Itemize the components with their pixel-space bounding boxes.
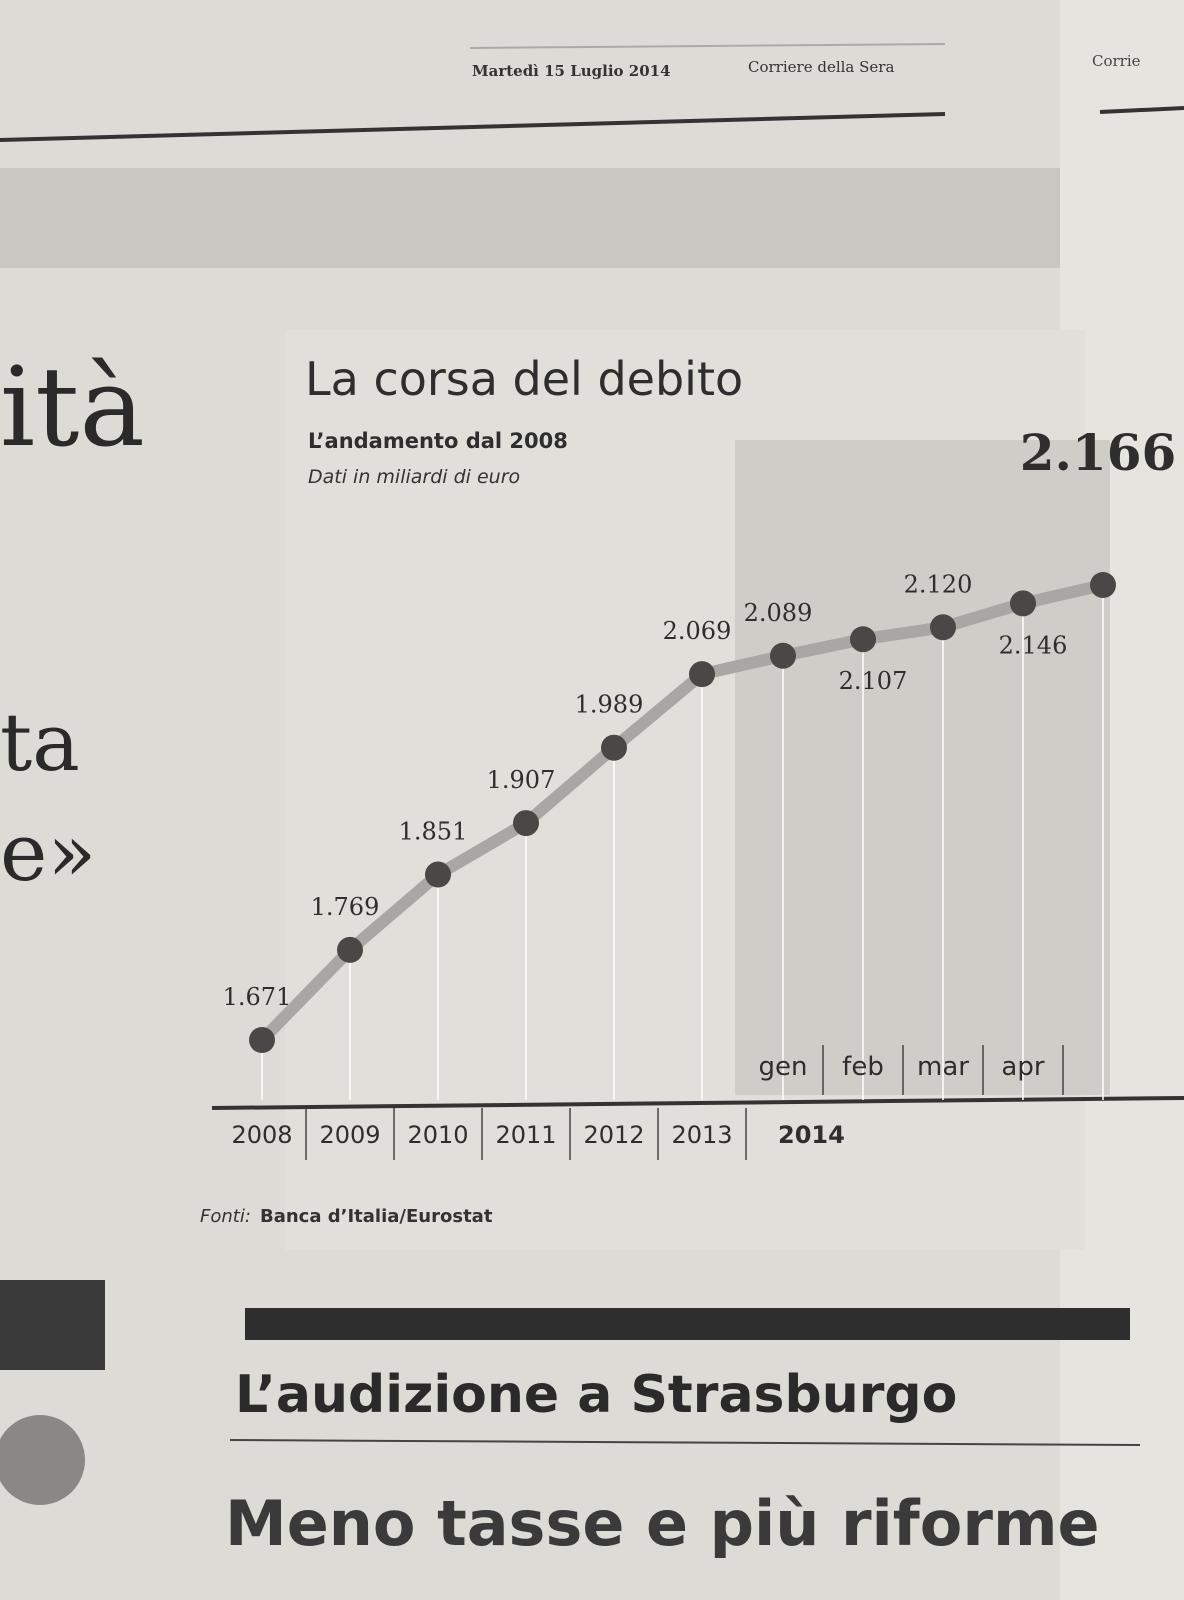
rule [469, 43, 946, 49]
value-label: 1.769 [311, 893, 380, 921]
value-label: 1.989 [575, 691, 644, 719]
data-point [689, 661, 715, 688]
rule [229, 1439, 1141, 1446]
x-tick-label: 2013 [671, 1121, 732, 1149]
source-prefix: Fonti: [200, 1206, 251, 1227]
data-point [930, 614, 956, 641]
data-point [850, 626, 876, 653]
data-point [1090, 572, 1116, 598]
band [0, 168, 1060, 268]
value-label: 2.120 [904, 570, 973, 598]
side-text: e» [0, 806, 96, 899]
header-next: Corrie [1092, 52, 1141, 70]
x-tick-label: gen [759, 1052, 808, 1082]
year-2014-panel [735, 440, 1110, 1095]
data-point [249, 1027, 275, 1053]
rule [1099, 106, 1184, 114]
chart-note: Dati in miliardi di euro [308, 466, 520, 488]
value-label: 1.851 [399, 818, 468, 846]
chart-subtitle: L’andamento dal 2008 [308, 429, 568, 453]
photo [0, 1415, 85, 1505]
baseline [211, 1096, 1184, 1110]
data-point [425, 861, 451, 888]
total-label: 2.166 [1020, 423, 1177, 482]
value-label: 2.089 [744, 599, 813, 627]
value-label: 2.107 [839, 667, 908, 695]
value-label: 2.069 [663, 617, 732, 645]
data-point [770, 642, 796, 669]
data-point [601, 734, 627, 761]
x-tick-label: mar [917, 1052, 969, 1082]
value-label: 1.907 [487, 766, 556, 794]
side-text: ità [0, 343, 145, 471]
side-text: ta [0, 696, 80, 789]
x-tick-label: 2010 [407, 1121, 468, 1149]
x-tick-label: 2012 [583, 1121, 644, 1149]
headline: L’audizione a Strasburgo [235, 1365, 957, 1425]
header-date: Martedì 15 Luglio 2014 [472, 62, 671, 80]
group-label: 2014 [778, 1121, 845, 1149]
data-point [513, 810, 539, 837]
x-tick-label: 2008 [231, 1121, 292, 1149]
rule [0, 112, 946, 142]
x-tick-label: 2011 [495, 1121, 556, 1149]
data-point [337, 936, 363, 963]
photo [0, 1280, 105, 1370]
x-tick-label: feb [842, 1052, 884, 1082]
source: Banca d’Italia/Eurostat [260, 1206, 493, 1227]
value-label: 1.671 [223, 983, 292, 1011]
headline: Meno tasse e più riforme [225, 1487, 1100, 1560]
x-tick-label: apr [1001, 1052, 1044, 1082]
header-paper: Corriere della Sera [748, 58, 894, 76]
data-point [1010, 590, 1036, 617]
x-tick-label: 2009 [319, 1121, 380, 1149]
value-label: 2.146 [999, 631, 1068, 659]
rule [245, 1308, 1130, 1340]
chart-title: La corsa del debito [305, 352, 743, 406]
